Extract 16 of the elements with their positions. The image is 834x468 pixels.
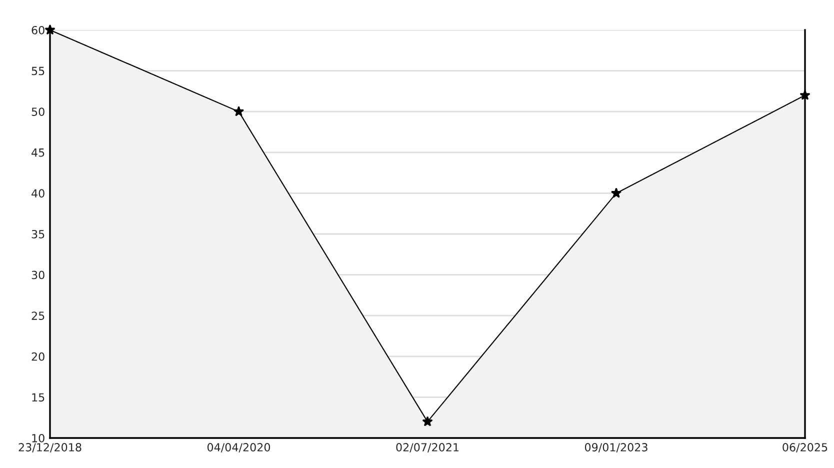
x-tick-label: 09/01/2023 xyxy=(584,443,648,452)
y-tick-label: 50 xyxy=(32,108,44,116)
y-tick-label: 25 xyxy=(32,312,44,320)
y-tick-label: 15 xyxy=(32,393,44,402)
x-tick-label: 02/07/2021 xyxy=(396,443,458,452)
x-tick-label: 23/12/2018 xyxy=(18,443,82,452)
y-tick-label: 55 xyxy=(32,66,44,76)
y-tick-label: 35 xyxy=(32,230,44,238)
y-tick-label: 10 xyxy=(32,434,44,442)
x-tick-label: 06/2025 xyxy=(782,443,828,452)
y-tick-label: 40 xyxy=(32,189,44,198)
y-tick-label: 45 xyxy=(32,148,44,157)
x-tick-label: 04/04/2020 xyxy=(207,443,270,452)
y-tick-label: 30 xyxy=(32,270,44,280)
y-tick-label: 20 xyxy=(32,352,44,361)
y-tick-label: 60 xyxy=(32,26,44,34)
